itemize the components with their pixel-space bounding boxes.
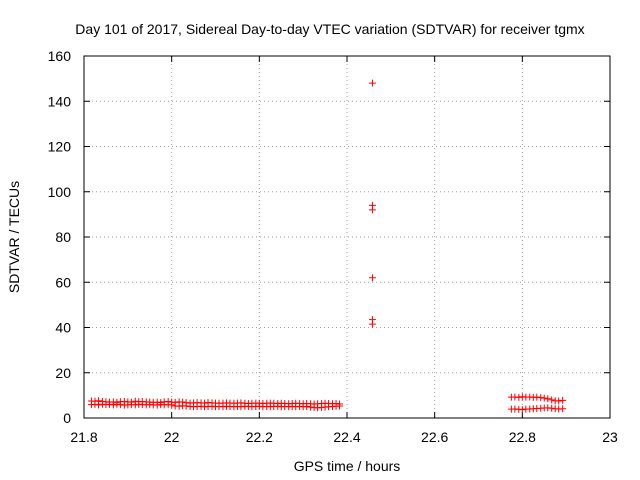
data-point bbox=[94, 401, 102, 409]
data-point bbox=[368, 206, 376, 214]
y-tick-label: 20 bbox=[55, 365, 71, 381]
y-axis-label: SDTVAR / TECUs bbox=[6, 181, 22, 293]
y-tick-label: 40 bbox=[55, 320, 71, 336]
data-point bbox=[544, 395, 552, 403]
grid-lines bbox=[84, 56, 610, 418]
y-tick-label: 120 bbox=[48, 139, 72, 155]
y-tick-label: 160 bbox=[48, 48, 72, 64]
data-point bbox=[368, 320, 376, 328]
data-point bbox=[168, 401, 176, 409]
x-tick-label: 22.2 bbox=[246, 429, 273, 445]
data-points bbox=[87, 79, 567, 414]
y-tick-label: 60 bbox=[55, 274, 71, 290]
y-tick-label: 100 bbox=[48, 184, 72, 200]
y-tick-label: 140 bbox=[48, 93, 72, 109]
y-tick-label: 80 bbox=[55, 229, 71, 245]
x-tick-label: 23 bbox=[602, 429, 618, 445]
data-point bbox=[540, 394, 548, 402]
data-point bbox=[515, 393, 523, 401]
y-tick-label: 0 bbox=[63, 410, 71, 426]
x-tick-label: 22.8 bbox=[509, 429, 536, 445]
data-point bbox=[559, 405, 567, 413]
x-tick-label: 22.4 bbox=[333, 429, 360, 445]
data-point bbox=[109, 401, 117, 409]
data-point bbox=[555, 397, 563, 405]
data-point bbox=[548, 396, 556, 404]
x-tick-labels: 21.8 22 22.2 22.4 22.6 22.8 23 bbox=[70, 429, 618, 445]
data-point bbox=[336, 402, 344, 410]
chart-title: Day 101 of 2017, Sidereal Day-to-day VTE… bbox=[75, 21, 584, 37]
axis-ticks bbox=[83, 55, 611, 419]
data-point bbox=[368, 79, 376, 87]
data-point bbox=[368, 274, 376, 282]
x-tick-label: 22.6 bbox=[421, 429, 448, 445]
x-tick-label: 21.8 bbox=[70, 429, 97, 445]
data-point bbox=[559, 396, 567, 404]
y-tick-labels: 0 20 40 60 80 100 120 140 160 bbox=[48, 48, 72, 426]
x-tick-label: 22 bbox=[164, 429, 180, 445]
x-axis-label: GPS time / hours bbox=[294, 458, 401, 474]
data-point bbox=[303, 402, 311, 410]
